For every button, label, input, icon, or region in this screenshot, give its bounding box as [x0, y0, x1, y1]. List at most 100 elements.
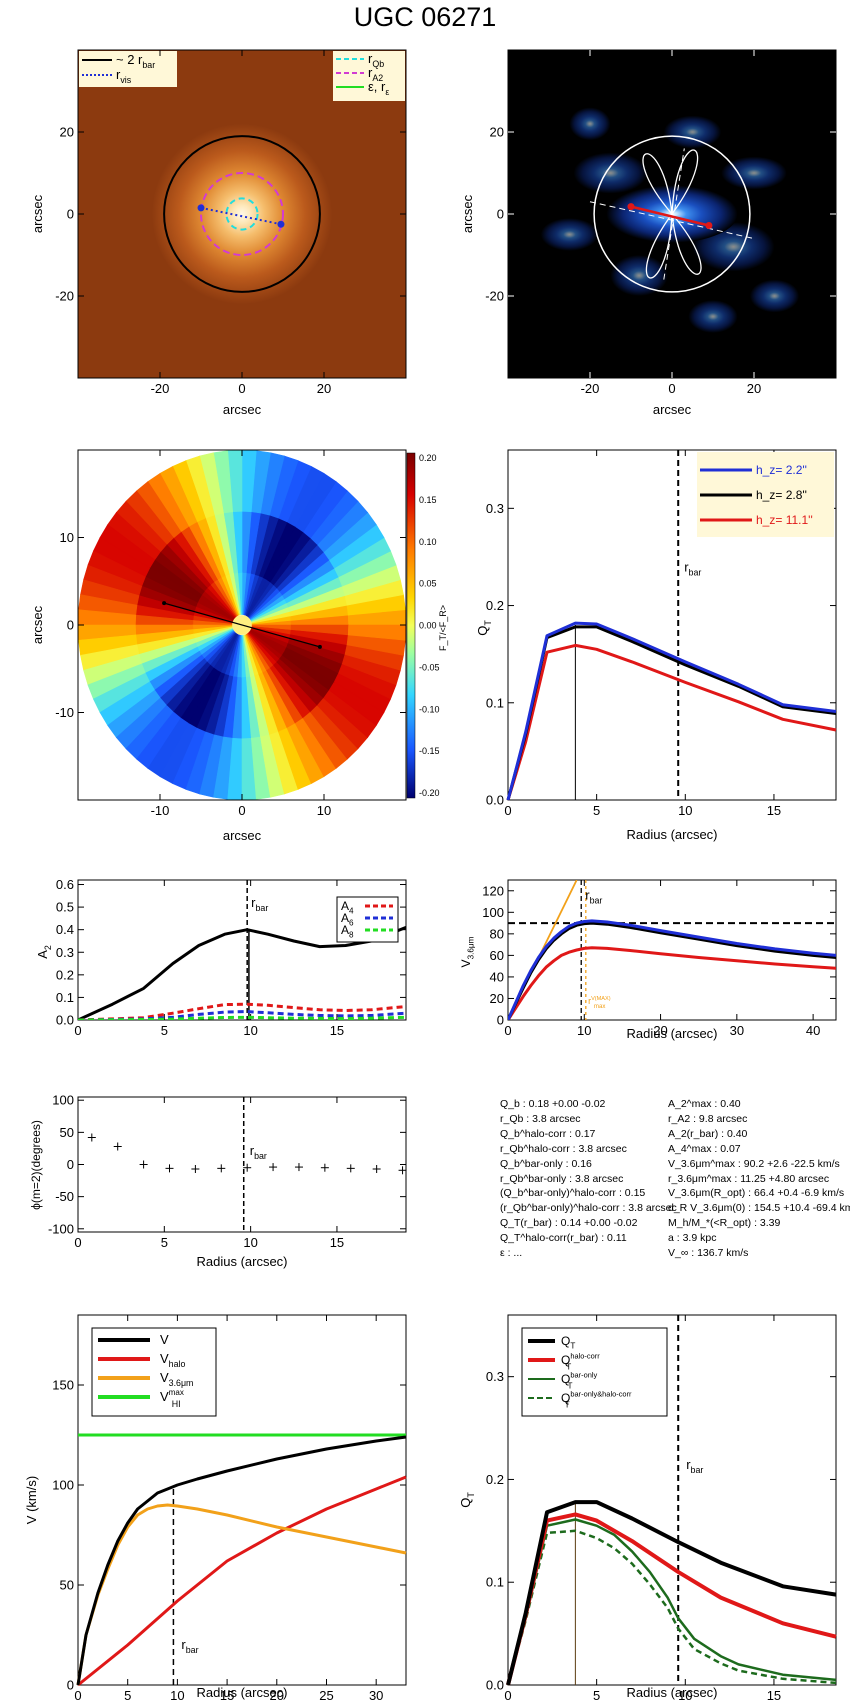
phase-point	[139, 1160, 148, 1169]
a2-rbar-label: rbar	[251, 895, 268, 913]
image-3-6um-xlabel: arcsec	[223, 402, 262, 417]
stat-line: (Q_b^bar-only)^halo-corr : 0.15	[500, 1187, 646, 1200]
v36-ytick-label: 40	[490, 969, 504, 984]
force-map-ylabel: arcsec	[30, 605, 45, 644]
residual-blob	[573, 152, 648, 194]
force-map-xlabel: arcsec	[223, 828, 262, 843]
phase-point	[243, 1163, 252, 1172]
colorbar-tick-label: -0.10	[419, 704, 440, 714]
v36-rmax-label: rV(MAX) max	[588, 996, 611, 1010]
stat-line: A_2^max : 0.40	[668, 1098, 741, 1110]
a2-xtick-label: 0	[74, 1023, 81, 1038]
qc-series	[506, 1518, 837, 1686]
stat-line: A_4^max : 0.07	[668, 1142, 741, 1155]
image-residual-ylabel: arcsec	[460, 194, 475, 233]
phase-point	[113, 1142, 122, 1151]
a2-ylabel: A2	[35, 945, 53, 959]
a2-curves	[78, 880, 406, 1020]
v36-ylabel: V3.6μm	[459, 936, 476, 967]
image-3-6um-ytick-label: 20	[60, 125, 74, 140]
qt-hz-xtick-label: 0	[504, 803, 511, 818]
qc-rbar-label: rbar	[686, 1457, 703, 1475]
a2-xtick-label: 10	[243, 1023, 257, 1038]
v36-curves	[508, 880, 836, 1020]
rc-legend-label: Vmax HI	[160, 1388, 184, 1409]
image-residual-ytick-label: -20	[485, 289, 504, 304]
a2-legend-label: A8	[341, 923, 354, 940]
v36-series	[508, 919, 836, 1020]
phase-ytick-label: -100	[48, 1221, 74, 1236]
legend-left-box	[79, 51, 177, 87]
phase-point	[398, 1166, 407, 1175]
a2-xtick-label: 5	[161, 1023, 168, 1038]
rc-series	[76, 1435, 407, 1686]
qt-hz-ytick-label: 0.1	[486, 695, 504, 710]
v36-xtick-label: 20	[653, 1023, 667, 1038]
image-residual-xtick-label: 0	[668, 381, 675, 396]
rc-xtick-label: 0	[74, 1688, 81, 1700]
stat-line: Q_b^bar-only : 0.16	[500, 1157, 592, 1170]
qc-series	[506, 1500, 837, 1686]
image-residual-ytick-label: 0	[497, 207, 504, 222]
image-3-6um-xtick-label: 20	[317, 381, 331, 396]
qc-xtick-label: 15	[767, 1688, 781, 1700]
qc-ytick-label: 0.2	[486, 1472, 504, 1487]
v36-xtick-label: 0	[504, 1023, 511, 1038]
a2-legend-label: A6	[341, 911, 354, 928]
qc-ylabel: QT	[458, 1492, 476, 1508]
phase-point	[294, 1163, 303, 1172]
stat-line: M_h/M_*(<R_opt) : 3.39	[668, 1217, 781, 1230]
bar-red-endpoint	[705, 221, 713, 229]
minor-axis-dashed	[663, 148, 685, 280]
a2-ytick-label: 0.5	[56, 900, 74, 915]
phase-point	[320, 1163, 329, 1172]
image-3-6um-xtick-label: -20	[151, 381, 170, 396]
image-3-6um-ytick-label: 0	[67, 207, 74, 222]
residual-blob	[663, 115, 722, 149]
rc-legend-label: Vhalo	[160, 1351, 185, 1369]
colorbar-tick-label: -0.05	[419, 662, 440, 672]
rc-xtick-label: 15	[220, 1688, 234, 1700]
image-3-6um-content	[78, 50, 406, 378]
bar-red-endpoint	[627, 203, 635, 211]
residual-blob	[721, 156, 787, 190]
circle-rA2	[200, 172, 284, 256]
legend-left-label: rvis	[116, 67, 132, 85]
qc-ytick-label: 0.1	[486, 1575, 504, 1590]
qc-ytick-label: 0.0	[486, 1678, 504, 1693]
v36-frame	[507, 879, 837, 1021]
image-3-6um-xtick-label: 0	[238, 381, 245, 396]
legend-right-label: ε, rε	[368, 79, 389, 97]
v36-xlabel: Radius (arcsec)	[626, 1026, 717, 1041]
force-map-ytick-label: 10	[60, 530, 74, 545]
a2-ytick-label: 0.6	[56, 877, 74, 892]
qt-hz-ytick-label: 0.3	[486, 501, 504, 516]
v36-series	[508, 946, 836, 1020]
page-title: UGC 06271	[353, 2, 497, 32]
rc-frame	[77, 1314, 407, 1686]
v36-rbar-label: rbar	[585, 887, 602, 905]
qc-legend-label: Qbar-only&halo-corr T	[561, 1390, 632, 1410]
phase-point	[346, 1164, 355, 1173]
phase-point	[87, 1133, 96, 1142]
stat-line: a : 3.9 kpc	[668, 1232, 717, 1245]
stat-line: V_3.6μm(R_opt) : 66.4 +0.4 -6.9 km/s	[668, 1187, 845, 1200]
colorbar-label: F_T/<F_R>	[438, 605, 448, 651]
qc-frame	[507, 1314, 837, 1686]
stat-line: V_∞ : 136.7 km/s	[668, 1247, 749, 1260]
rc-ytick-label: 100	[52, 1478, 74, 1493]
force-map-sectors	[77, 449, 407, 801]
stat-line: r_Qb : 3.8 arcsec	[500, 1112, 581, 1125]
legend-right-label: rA2	[368, 65, 383, 83]
qt-hz-xtick-label: 15	[767, 803, 781, 818]
residual-blob	[569, 107, 611, 141]
stat-line: Q_b : 0.18 +0.00 -0.02	[500, 1098, 606, 1110]
rc-legend-label: V	[160, 1332, 169, 1347]
galaxy-light	[151, 123, 333, 305]
image-residual-xlabel: arcsec	[653, 402, 692, 417]
circle-two-rbar	[163, 135, 321, 293]
stat-line: d_R V_3.6μm(0) : 154.5 +10.4 -69.4 km/s/…	[668, 1202, 850, 1215]
qt-hz-legend-label: h_z= 2.8''	[756, 488, 807, 502]
qt-hz-xlabel: Radius (arcsec)	[626, 827, 717, 842]
